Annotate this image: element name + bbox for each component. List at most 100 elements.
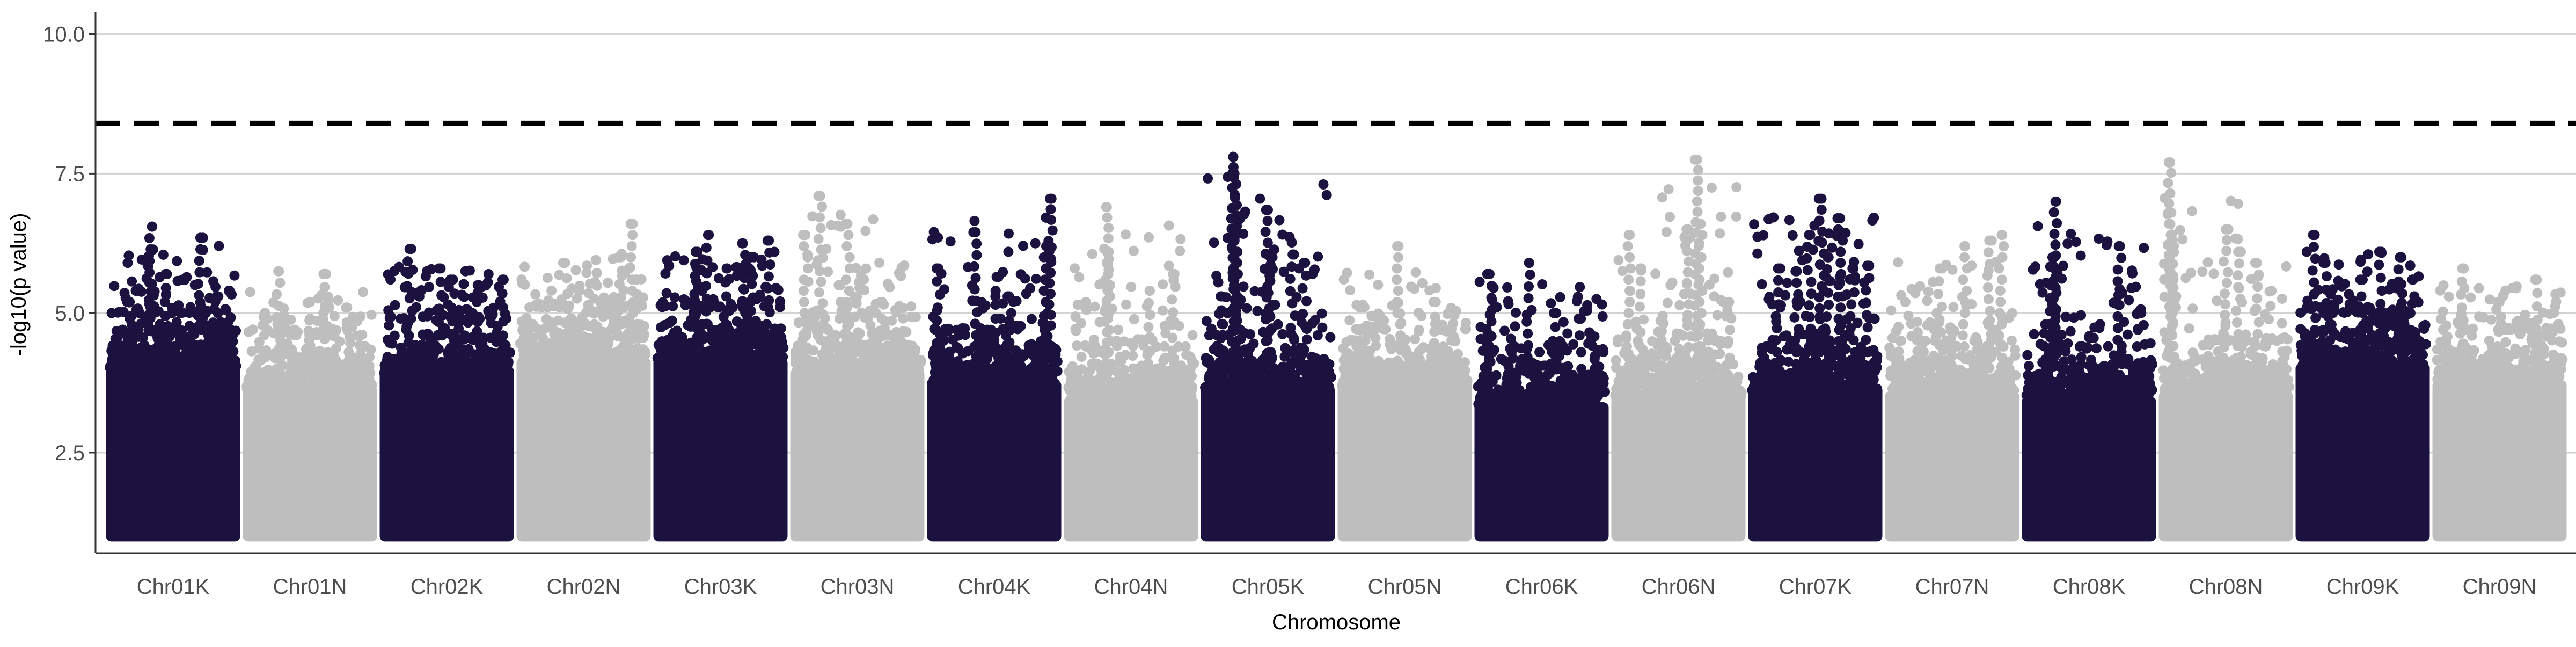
snp-point bbox=[1230, 236, 1240, 246]
snp-point bbox=[765, 307, 775, 317]
snp-point bbox=[562, 304, 573, 314]
snp-point bbox=[814, 287, 824, 297]
snp-point bbox=[1298, 309, 1308, 319]
snp-point bbox=[1232, 200, 1242, 210]
snp-point bbox=[776, 323, 786, 333]
snp-point bbox=[1301, 296, 1312, 306]
peak-point bbox=[1228, 152, 1238, 162]
chromosome-points-Chr02K bbox=[379, 244, 515, 541]
snp-point bbox=[333, 295, 343, 306]
snp-point bbox=[1261, 227, 1271, 237]
snp-point bbox=[721, 319, 731, 329]
snp-point bbox=[845, 264, 855, 274]
snp-point bbox=[1031, 274, 1041, 284]
snp-point bbox=[1563, 361, 1573, 372]
snp-point bbox=[185, 302, 195, 312]
snp-point bbox=[1395, 319, 1406, 329]
snp-point bbox=[1213, 277, 1224, 287]
snp-point bbox=[193, 279, 203, 289]
chromosome-points-Chr02N bbox=[515, 219, 651, 541]
peak-point bbox=[703, 230, 713, 240]
snp-point bbox=[1255, 194, 1265, 204]
points-body-Chr02N bbox=[517, 358, 651, 541]
snp-point bbox=[1373, 280, 1383, 290]
snp-point bbox=[1231, 179, 1241, 189]
snp-point bbox=[802, 319, 812, 329]
snp-point bbox=[801, 330, 811, 340]
snp-point bbox=[1214, 347, 1224, 357]
peak-point bbox=[800, 230, 810, 240]
snp-point bbox=[123, 250, 134, 260]
snp-point bbox=[1339, 274, 1349, 285]
snp-point bbox=[816, 277, 826, 287]
snp-point bbox=[778, 352, 788, 362]
snp-point bbox=[815, 266, 825, 276]
snp-point bbox=[660, 268, 670, 279]
snp-point bbox=[857, 308, 867, 318]
points-body-Chr04K bbox=[927, 380, 1062, 541]
snp-point bbox=[1232, 336, 1242, 346]
peak-point bbox=[560, 258, 570, 268]
snp-point bbox=[424, 282, 434, 292]
snp-point bbox=[1043, 236, 1053, 246]
snp-point bbox=[764, 248, 774, 258]
snp-point bbox=[746, 306, 756, 316]
snp-point bbox=[690, 295, 700, 305]
snp-point bbox=[1089, 335, 1099, 345]
snp-point bbox=[1245, 329, 1255, 339]
snp-point bbox=[1129, 314, 1139, 324]
snp-point bbox=[817, 298, 828, 308]
snp-point bbox=[1263, 238, 1273, 248]
snp-point bbox=[1044, 246, 1055, 257]
points-body-Chr02K bbox=[380, 369, 514, 541]
snp-point bbox=[624, 264, 634, 274]
snp-point bbox=[799, 274, 809, 285]
snp-point bbox=[144, 233, 155, 243]
snp-point bbox=[275, 336, 286, 346]
snp-point bbox=[1169, 358, 1180, 368]
snp-point bbox=[592, 281, 602, 291]
snp-point bbox=[799, 286, 809, 296]
peak-point bbox=[497, 274, 508, 285]
snp-point bbox=[463, 317, 473, 328]
snp-point bbox=[449, 288, 459, 299]
snp-point bbox=[679, 255, 689, 265]
snp-point bbox=[764, 295, 774, 306]
snp-point bbox=[562, 273, 572, 283]
snp-point bbox=[1105, 291, 1115, 301]
snp-point bbox=[463, 304, 473, 315]
snp-point bbox=[816, 223, 826, 233]
snp-point bbox=[701, 307, 711, 317]
snp-point bbox=[1143, 358, 1153, 368]
snp-point bbox=[1232, 291, 1242, 301]
snp-point bbox=[1185, 380, 1196, 390]
snp-point bbox=[1268, 300, 1278, 310]
snp-point bbox=[626, 252, 636, 263]
snp-point bbox=[670, 292, 680, 302]
snp-point bbox=[305, 347, 315, 357]
snp-point bbox=[799, 241, 809, 251]
snp-point bbox=[1103, 233, 1114, 243]
snp-point bbox=[1158, 306, 1168, 316]
snp-point bbox=[196, 302, 207, 312]
snp-point bbox=[434, 303, 444, 314]
data-points bbox=[105, 152, 2567, 542]
peak-point bbox=[1230, 169, 1240, 179]
chromosome-points-Chr06K bbox=[1473, 258, 1610, 541]
snp-point bbox=[367, 310, 377, 320]
snp-point bbox=[358, 287, 368, 297]
snp-point bbox=[1229, 302, 1239, 312]
snp-point bbox=[814, 234, 824, 244]
snp-point bbox=[1380, 324, 1391, 335]
snp-point bbox=[932, 277, 942, 287]
peak-point bbox=[473, 280, 483, 290]
snp-point bbox=[390, 300, 400, 310]
snp-point bbox=[1345, 285, 1355, 295]
snp-point bbox=[1248, 338, 1258, 348]
snp-point bbox=[802, 252, 813, 263]
snp-point bbox=[355, 330, 365, 340]
snp-point bbox=[498, 330, 508, 340]
snp-point bbox=[1233, 269, 1243, 279]
snp-point bbox=[1160, 353, 1170, 363]
